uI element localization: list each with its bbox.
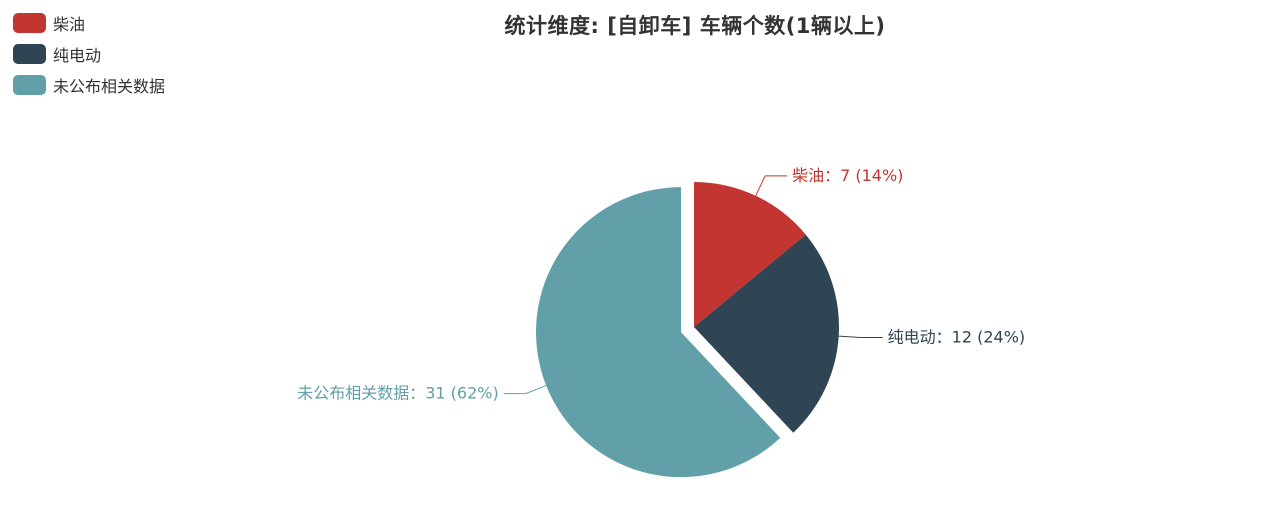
legend-label-electric: 纯电动 <box>53 46 102 65</box>
slice-label-diesel: 柴油：7 (14%) <box>792 166 903 185</box>
legend-swatch-diesel <box>13 13 46 33</box>
pie-labels: 柴油：7 (14%) 纯电动：12 (24%) 未公布相关数据：31 (62%) <box>297 166 1025 403</box>
legend-swatch-undisclosed <box>13 75 46 95</box>
legend-item-diesel[interactable]: 柴油 <box>13 12 165 34</box>
leader-line-electric <box>838 335 883 338</box>
leader-line-undisclosed <box>503 385 547 395</box>
pie-slice-diesel[interactable] <box>694 182 806 327</box>
leader-line-diesel <box>755 175 788 197</box>
legend-label-undisclosed: 未公布相关数据 <box>53 77 166 96</box>
slice-label-undisclosed: 未公布相关数据：31 (62%) <box>297 384 499 403</box>
chart-title: 统计维度: [自卸车] 车辆个数(1辆以上) <box>504 14 886 38</box>
pie-slices <box>535 182 839 478</box>
legend-item-electric[interactable]: 纯电动 <box>13 43 165 65</box>
legend-item-undisclosed[interactable]: 未公布相关数据 <box>13 74 165 96</box>
pie-slice-undisclosed[interactable] <box>535 187 781 478</box>
slice-label-electric: 纯电动：12 (24%) <box>888 327 1025 346</box>
legend-swatch-electric <box>13 44 46 64</box>
legend-label-diesel: 柴油 <box>53 15 86 34</box>
pie-slice-electric[interactable] <box>694 234 839 433</box>
legend: 柴油 纯电动 未公布相关数据 <box>13 12 165 105</box>
